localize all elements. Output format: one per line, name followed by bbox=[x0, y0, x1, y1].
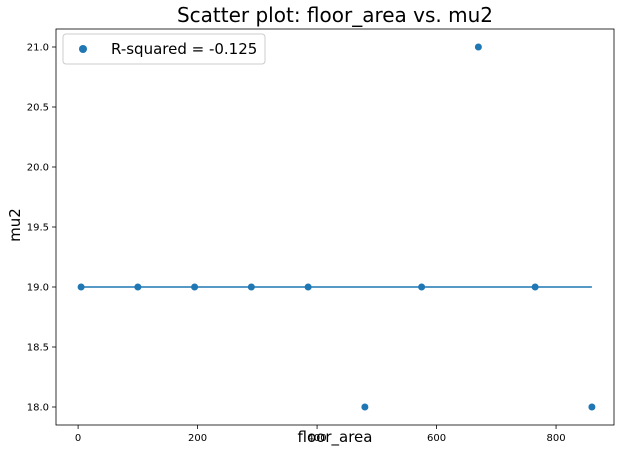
y-tick-label: 19.5 bbox=[27, 223, 49, 234]
data-point bbox=[304, 283, 312, 291]
legend: R-squared = -0.125 bbox=[62, 33, 266, 65]
y-tick-label: 18.5 bbox=[27, 343, 49, 354]
x-tick-label: 400 bbox=[308, 433, 327, 444]
y-tick-label: 20.5 bbox=[27, 103, 49, 114]
legend-label: R-squared = -0.125 bbox=[111, 40, 257, 58]
data-point bbox=[191, 283, 199, 291]
y-tick-label: 19.0 bbox=[27, 283, 49, 294]
x-tick-label: 0 bbox=[75, 433, 81, 444]
legend-box bbox=[62, 33, 266, 65]
legend-marker-icon bbox=[79, 45, 87, 53]
data-point bbox=[77, 283, 85, 291]
y-axis: 18.0 18.5 19.0 19.5 20.0 20.5 21.0 bbox=[27, 43, 56, 414]
y-axis-label: mu2 bbox=[6, 208, 24, 242]
data-point bbox=[418, 283, 426, 291]
x-tick-label: 200 bbox=[188, 433, 207, 444]
chart-title: Scatter plot: floor_area vs. mu2 bbox=[177, 3, 493, 27]
data-point bbox=[531, 283, 539, 291]
y-tick-label: 18.0 bbox=[27, 403, 49, 414]
data-point bbox=[134, 283, 142, 291]
x-axis-label: floor_area bbox=[298, 428, 373, 447]
data-point bbox=[247, 283, 255, 291]
x-tick-label: 800 bbox=[547, 433, 566, 444]
x-axis: 0 200 400 600 800 bbox=[75, 425, 566, 444]
data-points-layer bbox=[77, 43, 596, 411]
data-point bbox=[474, 43, 482, 51]
data-point bbox=[361, 403, 369, 411]
y-tick-label: 21.0 bbox=[27, 43, 49, 54]
x-tick-label: 600 bbox=[427, 433, 446, 444]
data-point bbox=[588, 403, 596, 411]
y-tick-label: 20.0 bbox=[27, 163, 49, 174]
